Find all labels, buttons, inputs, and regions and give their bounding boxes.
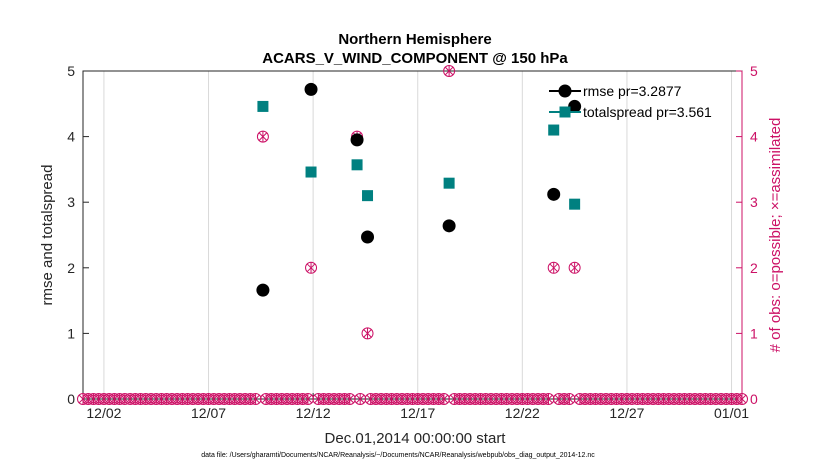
chart-title-line-1: Northern Hemisphere: [338, 31, 491, 48]
y-left-tick-label: 2: [67, 260, 75, 276]
obs-zero-marker: [542, 393, 555, 405]
x-axis-label: Dec.01,2014 00:00:00 start: [325, 430, 507, 447]
obs-count-marker: [256, 130, 269, 143]
x-axis-ticks: 12/02 12/07 12/12 12/17 12/22 12/27 01/01: [86, 393, 749, 421]
grid: [103, 71, 733, 399]
legend-rmse-label: rmse pr=3.2877: [583, 83, 682, 99]
totalspread-point: [351, 159, 363, 171]
rmse-point: [442, 219, 456, 233]
legend: rmse pr=3.2877 totalspread pr=3.561: [549, 83, 712, 120]
totalspread-point: [569, 198, 581, 210]
y-left-tick-label: 1: [67, 325, 75, 341]
obs-count-marker: [568, 261, 581, 274]
obs-count-marker: [547, 261, 560, 274]
x-tick-label: 01/01: [714, 405, 749, 421]
obs-count-marker: [305, 261, 318, 274]
obs-zero-marker: [437, 393, 450, 405]
obs-count-series: [77, 65, 748, 405]
obs-zero-marker: [343, 393, 356, 405]
legend-rmse-marker: [558, 84, 572, 98]
rmse-point: [256, 283, 270, 297]
obs-count-marker: [361, 327, 374, 340]
y-right-tick-label: 5: [750, 63, 758, 79]
obs-zero-marker: [563, 393, 576, 405]
totalspread-point: [305, 166, 317, 178]
y-left-tick-label: 3: [67, 194, 75, 210]
rmse-point: [568, 99, 582, 113]
rmse-point: [304, 82, 318, 96]
chart-title-line-2: ACARS_V_WIND_COMPONENT @ 150 hPa: [262, 50, 568, 67]
totalspread-point: [257, 100, 269, 112]
obs-zero-marker: [249, 393, 262, 405]
y-axis-right-label: # of obs: o=possible; ×=assimilated: [767, 118, 784, 353]
y-left-tick-label: 5: [67, 63, 75, 79]
y-right-tick-label: 2: [750, 260, 758, 276]
totalspread-point: [548, 124, 560, 136]
x-tick-label: 12/27: [609, 405, 644, 421]
rmse-point: [350, 133, 364, 147]
y-left-tick-label: 0: [67, 391, 75, 407]
x-tick-label: 12/22: [505, 405, 540, 421]
legend-spread-marker: [559, 106, 571, 118]
y-right-tick-label: 1: [750, 325, 758, 341]
y-axis-left-label: rmse and totalspread: [39, 165, 56, 306]
y-right-tick-label: 4: [750, 129, 758, 145]
rmse-series: [256, 82, 582, 297]
x-tick-label: 12/17: [400, 405, 435, 421]
obs-count-marker: [443, 65, 456, 77]
totalspread-series: [257, 100, 581, 210]
obs-zero-marker: [354, 393, 367, 405]
x-tick-label: 12/12: [296, 405, 331, 421]
legend-spread-label: totalspread pr=3.561: [583, 104, 712, 120]
y-axis-right-ticks: 0 1 2 3 4 5: [736, 63, 758, 407]
y-left-tick-label: 4: [67, 129, 75, 145]
y-right-tick-label: 3: [750, 194, 758, 210]
obs-zero-marker: [301, 393, 314, 405]
plot-area: [82, 70, 743, 400]
x-tick-label: 12/07: [191, 405, 226, 421]
y-axis-left-ticks: 0 1 2 3 4 5: [67, 63, 89, 407]
y-right-tick-label: 0: [750, 391, 758, 407]
x-tick-label: 12/02: [86, 405, 121, 421]
rmse-point: [361, 230, 375, 244]
obs-zero-marker: [736, 393, 748, 405]
rmse-point: [547, 187, 561, 201]
totalspread-point: [362, 190, 374, 202]
footnote: data file: /Users/gharamti/Documents/NCA…: [201, 452, 595, 459]
totalspread-point: [443, 177, 455, 189]
